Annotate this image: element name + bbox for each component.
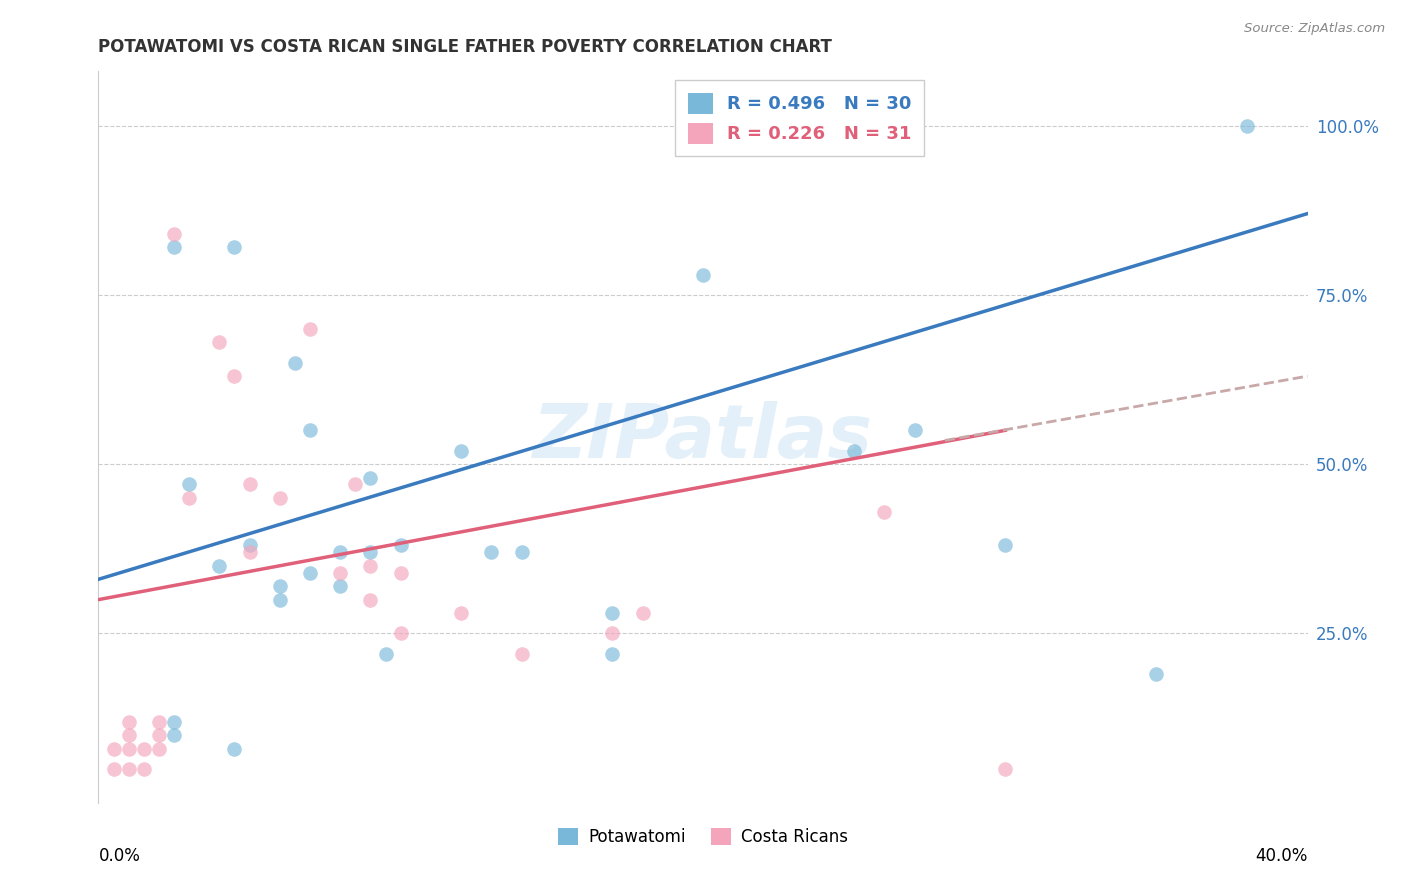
Point [163,227,186,241]
Point [239,477,262,491]
Point [602,647,624,661]
Point [269,491,291,505]
Point [284,355,307,369]
Point [103,741,125,756]
Point [389,538,412,552]
Point [329,579,352,593]
Text: 40.0%: 40.0% [1256,847,1308,864]
Point [481,545,503,559]
Text: POTAWATOMI VS COSTA RICAN SINGLE FATHER POVERTY CORRELATION CHART: POTAWATOMI VS COSTA RICAN SINGLE FATHER … [98,38,832,56]
Point [631,606,654,620]
Point [208,558,231,573]
Point [602,606,624,620]
Point [224,369,246,384]
Point [692,268,714,282]
Point [132,762,155,776]
Point [299,566,322,580]
Point [1236,119,1258,133]
Point [1144,667,1167,681]
Point [994,538,1017,552]
Point [118,714,141,729]
Point [510,545,533,559]
Point [344,477,367,491]
Point [269,592,291,607]
Point [360,592,382,607]
Point [904,423,927,437]
Point [360,471,382,485]
Point [224,240,246,254]
Point [360,545,382,559]
Text: 0.0%: 0.0% [98,847,141,864]
Point [299,423,322,437]
Point [118,728,141,742]
Point [510,647,533,661]
Point [374,647,396,661]
Point [148,728,170,742]
Text: Source: ZipAtlas.com: Source: ZipAtlas.com [1244,22,1385,36]
Point [602,626,624,640]
Point [389,566,412,580]
Legend: Potawatomi, Costa Ricans: Potawatomi, Costa Ricans [551,822,855,853]
Point [994,762,1017,776]
Point [179,477,201,491]
Point [163,714,186,729]
Point [239,545,262,559]
Point [389,626,412,640]
Point [329,566,352,580]
Point [360,558,382,573]
Point [450,443,472,458]
Point [118,762,141,776]
Point [269,579,291,593]
Point [224,741,246,756]
Point [844,443,866,458]
Point [208,335,231,350]
Point [118,741,141,756]
Point [299,322,322,336]
Point [873,505,896,519]
Point [329,545,352,559]
Point [163,728,186,742]
Point [450,606,472,620]
Point [148,714,170,729]
Point [179,491,201,505]
Point [103,762,125,776]
Point [163,240,186,254]
Text: ZIPatlas: ZIPatlas [533,401,873,474]
Point [239,538,262,552]
Point [132,741,155,756]
Point [148,741,170,756]
